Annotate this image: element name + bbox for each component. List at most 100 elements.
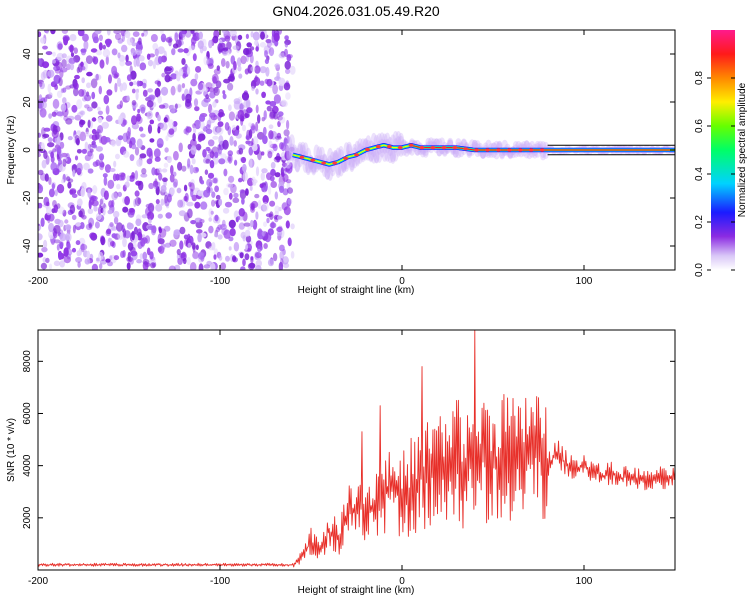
noise-speck <box>68 57 76 65</box>
noise-speck <box>133 80 137 85</box>
noise-speck <box>249 54 254 64</box>
noise-speck <box>47 83 52 93</box>
noise-speck <box>105 105 110 115</box>
noise-speck <box>168 128 175 135</box>
noise-speck <box>232 197 240 203</box>
noise-speck <box>90 48 98 53</box>
noise-speck <box>237 215 241 221</box>
noise-speck <box>207 139 215 147</box>
noise-speck <box>50 162 58 172</box>
noise-speck <box>237 65 242 72</box>
noise-speck <box>232 255 237 262</box>
noise-speck <box>65 118 73 125</box>
noise-speck <box>76 162 83 173</box>
signal-peak <box>463 147 469 151</box>
noise-speck <box>172 43 179 49</box>
noise-speck <box>43 150 48 159</box>
noise-speck <box>124 181 130 188</box>
noise-speck <box>189 164 194 175</box>
noise-speck <box>217 121 224 127</box>
signal-halo <box>365 135 372 150</box>
noise-speck <box>137 228 142 238</box>
noise-speck <box>222 93 227 100</box>
signal-halo <box>455 149 462 159</box>
noise-speck <box>140 106 146 114</box>
noise-speck <box>150 262 156 269</box>
noise-speck <box>105 39 111 48</box>
noise-speck <box>289 65 296 75</box>
noise-speck <box>285 161 292 169</box>
noise-speck <box>79 222 85 230</box>
noise-speck <box>102 173 108 178</box>
noise-speck <box>269 100 277 107</box>
noise-speck <box>261 91 266 99</box>
noise-speck <box>157 56 163 65</box>
noise-speck <box>98 34 103 41</box>
noise-speck <box>48 213 55 222</box>
noise-speck <box>160 33 167 43</box>
noise-speck <box>148 218 152 224</box>
noise-speck <box>103 190 109 200</box>
noise-speck <box>121 44 128 53</box>
noise-speck <box>215 194 221 200</box>
noise-speck <box>242 124 246 132</box>
noise-speck <box>229 228 236 237</box>
signal-halo <box>357 138 364 153</box>
noise-speck <box>244 253 250 261</box>
noise-speck <box>139 253 144 260</box>
noise-speck <box>135 48 143 55</box>
noise-speck <box>105 258 111 263</box>
noise-speck <box>208 87 215 93</box>
noise-speck <box>140 133 146 138</box>
noise-speck <box>228 246 232 251</box>
noise-speck <box>157 233 162 244</box>
noise-speck <box>228 74 235 83</box>
noise-speck <box>229 30 237 37</box>
signal-halo <box>321 162 328 178</box>
noise-speck <box>194 201 201 209</box>
noise-speck <box>56 203 61 209</box>
noise-speck <box>197 82 204 91</box>
noise-speck <box>92 56 99 65</box>
noise-speck <box>85 131 90 137</box>
noise-speck <box>43 97 48 103</box>
noise-speck <box>238 208 245 217</box>
signal-halo <box>474 140 481 150</box>
signal-peak <box>299 155 305 159</box>
noise-speck <box>274 191 278 200</box>
x-tick-label: 0 <box>399 276 405 287</box>
noise-speck <box>117 174 124 181</box>
noise-speck <box>284 48 288 58</box>
noise-speck <box>80 65 86 71</box>
noise-speck <box>238 73 243 79</box>
noise-speck <box>113 255 120 261</box>
noise-speck <box>129 154 135 162</box>
noise-speck <box>266 105 272 112</box>
noise-speck <box>38 169 44 176</box>
noise-speck <box>283 82 291 91</box>
noise-speck <box>109 222 114 228</box>
noise-speck <box>48 263 53 270</box>
signal-peak <box>332 161 338 165</box>
noise-speck <box>135 91 139 101</box>
signal-halo <box>439 137 445 147</box>
noise-speck <box>130 250 138 257</box>
noise-speck <box>212 177 218 184</box>
noise-speck <box>48 177 52 185</box>
noise-speck <box>95 146 103 152</box>
noise-speck <box>126 175 130 182</box>
noise-speck <box>179 226 186 235</box>
noise-speck <box>278 261 284 270</box>
noise-speck <box>137 108 141 114</box>
noise-speck <box>166 193 172 203</box>
noise-speck <box>208 217 212 222</box>
noise-speck <box>54 189 58 197</box>
noise-speck <box>150 34 158 42</box>
noise-speck <box>283 137 288 147</box>
noise-speck <box>129 140 133 149</box>
noise-speck <box>57 43 63 50</box>
signal-halo <box>299 141 306 157</box>
noise-speck <box>50 30 56 35</box>
noise-speck <box>267 258 275 267</box>
noise-speck <box>47 142 55 148</box>
